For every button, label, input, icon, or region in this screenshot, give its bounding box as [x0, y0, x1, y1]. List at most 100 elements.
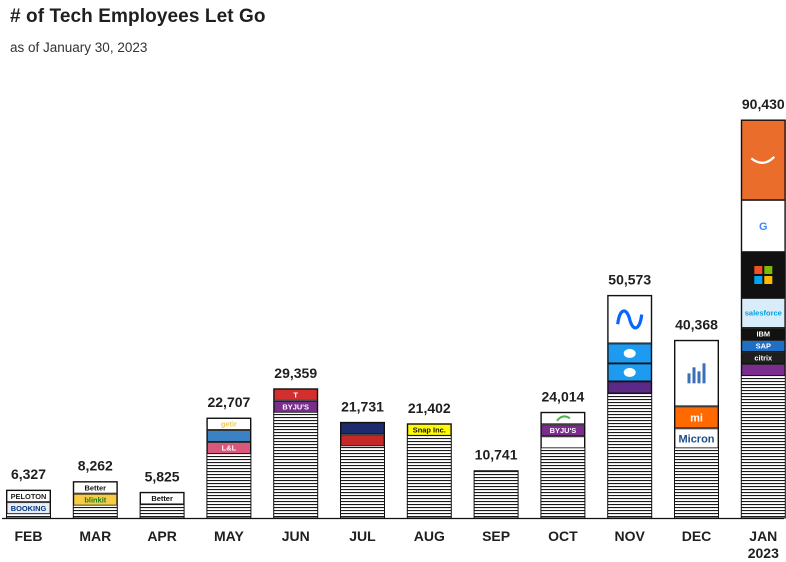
logo-logo-bg: [607, 381, 652, 394]
sap-logo-text: SAP: [756, 342, 771, 351]
micron-logo-tile: Micron: [674, 428, 719, 449]
ibm-logo-tile: IBM: [741, 328, 786, 340]
blinkit-logo-text: blinkit: [84, 495, 106, 504]
microsoft-square-icon: [764, 276, 773, 284]
peloton-logo-bg: [6, 490, 51, 503]
citrix-logo-tile: citrix: [741, 352, 786, 364]
category-label-may: MAY: [214, 528, 244, 544]
byju-s-logo-tile: BYJU'S: [273, 400, 318, 413]
blinkit-logo-tile: blinkit: [73, 493, 118, 506]
category-label-nov: NOV: [615, 528, 646, 544]
logo-logo-tile: L&L: [206, 442, 251, 454]
google-logo-text: G: [759, 221, 768, 233]
snap-inc-logo-text: Snap Inc.: [413, 425, 446, 434]
category-label-dec: DEC: [682, 528, 712, 544]
blinkit-logo-bg: [73, 493, 118, 506]
car-logo-logo-bg: [206, 430, 251, 442]
chart-bars-icon: [697, 371, 701, 384]
salesforce-logo-tile: salesforce: [741, 298, 786, 328]
micron-logo-bg: [674, 428, 719, 449]
bar-group-may: getir L&L: [206, 417, 252, 519]
bar-group-aug: Snap Inc.: [406, 423, 452, 519]
bar-group-dec: mi Micron: [674, 339, 719, 519]
ibm-logo-bg: [741, 328, 786, 340]
category-label-jan-2023: JAN: [749, 528, 777, 544]
category-label-aug: AUG: [414, 528, 445, 544]
category-label-sep: SEP: [482, 528, 510, 544]
car-logo-logo-tile: [206, 430, 251, 442]
tesla-logo-bg: [273, 388, 318, 401]
category-label-oct: OCT: [548, 528, 578, 544]
chart-bars-icon: [687, 373, 691, 384]
better-logo-bg: [140, 492, 185, 505]
bar-group-oct: BYJU'S: [540, 411, 586, 519]
getir-logo-bg: [206, 418, 251, 430]
value-label-may: 22,707: [207, 394, 250, 410]
labels-layer: 6,327 FEB 8,262 MAR 5,825 APR 22,707 MAY 29,359 J…: [11, 96, 785, 561]
microsoft-logo-tile: [741, 252, 786, 298]
value-label-oct: 24,014: [541, 388, 584, 404]
microsoft-square-icon: [754, 276, 763, 284]
bar-group-apr: Better: [139, 491, 185, 519]
peloton-logo-text: PELOTON: [11, 492, 47, 501]
getir-logo-text: getir: [221, 420, 237, 429]
category-label-feb: FEB: [15, 528, 43, 544]
xiaomi-logo-bg: [674, 406, 719, 429]
chart-bars-icon: [692, 367, 696, 384]
value-label-aug: 21,402: [408, 400, 451, 416]
tesla-logo-text: T: [293, 390, 298, 399]
better-logo-tile: Better: [140, 492, 185, 505]
logo-logo-tile: [607, 381, 652, 394]
value-label-feb: 6,327: [11, 466, 46, 482]
amazon-smile-icon: [750, 156, 776, 164]
logo-logo-bg: [340, 434, 385, 447]
micron-logo-text: Micron: [678, 433, 714, 445]
bar-group-mar: Better blinkit: [72, 481, 118, 519]
gupshup-logo-tile: [541, 412, 585, 425]
bars-layer: PELOTON BOOKING Better blinkit Better getir L&…: [6, 119, 786, 519]
bar-group-nov: [607, 294, 653, 519]
sap-logo-bg: [741, 340, 786, 352]
snap-inc-logo-bg: [407, 423, 452, 436]
logo-logo-tile: [340, 434, 385, 447]
ibm-logo-text: IBM: [756, 330, 770, 339]
value-label-nov: 50,573: [608, 271, 651, 287]
category-label-apr: APR: [147, 528, 177, 544]
bar-group-jul: [340, 421, 385, 519]
getir-logo-tile: getir: [206, 418, 251, 430]
xiaomi-logo-tile: mi: [674, 406, 719, 429]
booking-logo-tile: BOOKING: [6, 502, 51, 515]
twitter-logo-tile: [607, 363, 652, 382]
meta-logo-tile: [607, 295, 652, 344]
salesforce-logo-text: salesforce: [745, 309, 782, 318]
amazon-logo-tile: [741, 120, 786, 200]
bar-aug: [406, 423, 452, 519]
logo-logo-tile: [340, 422, 385, 435]
better-logo-bg: [73, 481, 118, 494]
value-label-sep: 10,741: [475, 447, 518, 463]
twitter-bird-icon: [623, 367, 636, 377]
value-label-dec: 40,368: [675, 316, 718, 332]
gupshup-logo-bg: [541, 412, 585, 425]
better-logo-tile: Better: [73, 481, 118, 494]
bar-group-jun: T BYJU'S: [273, 388, 319, 519]
value-label-jan-2023: 90,430: [742, 96, 785, 112]
byju-s-logo-text: BYJU'S: [550, 426, 577, 435]
category-label-jul: JUL: [349, 528, 376, 544]
peloton-logo-tile: PELOTON: [6, 490, 51, 503]
google-logo-tile: G: [741, 200, 786, 252]
salesforce-logo-bg: [741, 298, 786, 328]
twitter-logo-tile: [607, 343, 652, 364]
category-label-jan-2023: 2023: [748, 545, 779, 561]
citrix-logo-text: citrix: [754, 354, 773, 363]
logo-logo-bg: [340, 422, 385, 435]
logo-logo-text: L&L: [222, 444, 237, 453]
chart-bars-icon: [702, 363, 706, 384]
chart-subtitle: as of January 30, 2023: [10, 40, 148, 55]
microsoft-square-icon: [764, 266, 773, 274]
value-label-jun: 29,359: [274, 365, 317, 381]
value-label-apr: 5,825: [145, 468, 180, 484]
chart-title: # of Tech Employees Let Go: [10, 6, 266, 27]
